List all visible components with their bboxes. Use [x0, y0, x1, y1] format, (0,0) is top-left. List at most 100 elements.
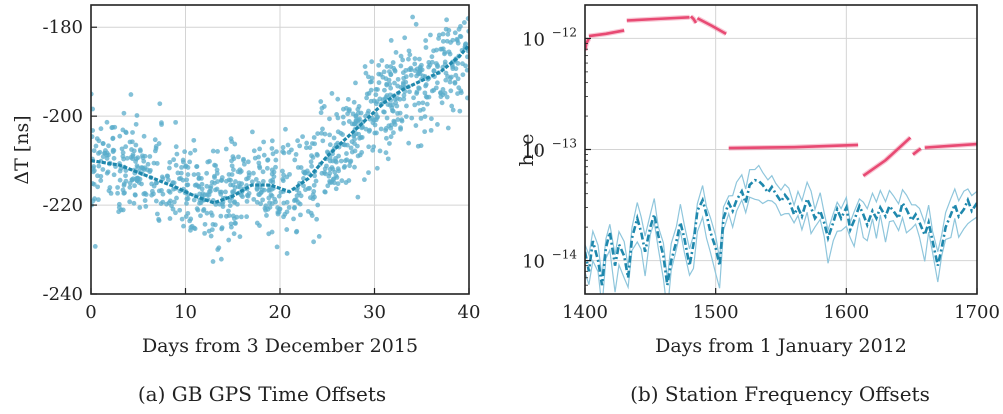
panel-a-scatter-point: [412, 102, 418, 108]
panel-b-low-upper-bound: [585, 164, 977, 279]
panel-a-scatter-point: [390, 108, 395, 114]
panel-a-scatter-point: [375, 114, 381, 120]
panel-a-scatter-point: [373, 92, 379, 98]
panel-a-scatter-point: [157, 101, 163, 107]
panel-a-scatter-point: [431, 87, 437, 93]
panel-a-scatter-point: [440, 38, 446, 44]
panel-a-scatter-point: [130, 156, 135, 162]
panel-a-scatter-point: [399, 118, 405, 124]
panel-a-scatter-point: [202, 221, 208, 227]
panel-a-scatter-point: [208, 233, 214, 239]
panel-a-scatter-point: [455, 76, 461, 82]
panel-a-scatter-point: [348, 158, 354, 164]
panel-a-scatter-point: [219, 178, 224, 183]
panel-a-scatter-point: [378, 126, 384, 132]
panel-a-scatter-point: [179, 216, 185, 222]
panel-a-scatter-point: [141, 158, 147, 164]
panel-a-scatter-point: [340, 114, 346, 120]
panel-a-scatter-point: [133, 142, 139, 148]
panel-a-scatter-point: [444, 94, 450, 100]
panel-a-scatter-point: [356, 104, 362, 109]
panel-a-scatter-point: [465, 16, 469, 21]
panel-a-scatter-point: [333, 186, 339, 192]
panel-a-y-ticks: -240 -220 -200 -180: [43, 17, 97, 305]
panel-a-scatter-point: [237, 234, 243, 240]
panel-a-scatter-point: [413, 21, 419, 27]
panel-a-scatter-point: [276, 193, 282, 199]
panel-a-scatter-point: [342, 142, 348, 148]
panel-a-scatter-point: [263, 203, 269, 209]
panel-a-scatter-point: [132, 192, 138, 198]
panel-a-scatter-point: [382, 87, 387, 93]
panel-a-scatter-point: [269, 171, 275, 177]
panel-a-scatter-point: [127, 199, 133, 205]
panel-a-scatter-point: [296, 200, 301, 205]
panel-a-scatter-point: [314, 216, 320, 222]
panel-a-scatter-point: [95, 173, 100, 179]
panel-a-scatter-point: [340, 132, 345, 137]
panel-a-scatter-point: [321, 104, 327, 109]
panel-a-scatter-point: [413, 123, 419, 128]
panel-a-y-tick-label: -220: [43, 195, 83, 216]
panel-a-scatter-point: [193, 182, 199, 188]
panel-a-scatter-point: [184, 201, 189, 206]
panel-a-scatter-point: [350, 111, 356, 117]
panel-a-scatter-point: [303, 145, 309, 151]
panel-a-scatter-point: [281, 214, 286, 220]
panel-a-scatter-point: [153, 198, 159, 204]
panel-a-scatter-point: [92, 196, 97, 202]
panel-a-scatter-point: [406, 67, 412, 73]
panel-a-scatter-point: [333, 158, 338, 164]
panel-a-scatter-point: [254, 220, 260, 226]
panel-a-scatter-point: [420, 73, 426, 79]
panel-a-scatter-point: [94, 136, 100, 141]
panel-a-scatter-point: [378, 72, 384, 77]
panel-a-scatter-point: [366, 108, 371, 114]
panel-a-scatter-point: [91, 128, 96, 133]
panel-a-scatter-point: [393, 50, 399, 55]
panel-a-scatter-point: [91, 134, 95, 140]
panel-a-scatter-point: [444, 38, 450, 44]
panel-a-scatter-point: [246, 191, 252, 196]
panel-a-scatter-point: [301, 176, 306, 181]
panel-a-scatter-point: [260, 197, 266, 203]
panel-a-scatter-point: [452, 80, 458, 86]
panel-a-scatter-point: [361, 177, 367, 183]
panel-a-scatter-point: [269, 193, 275, 199]
panel-a-scatter-point: [448, 88, 454, 94]
panel-a-scatter-point: [241, 158, 246, 163]
panel-a-scatter-point: [265, 157, 271, 163]
panel-a-scatter-point: [133, 176, 139, 182]
panel-a-scatter-point: [174, 151, 180, 157]
panel-a-scatter-point: [450, 64, 455, 69]
panel-a-scatter-point: [245, 159, 251, 165]
panel-a-scatter-point: [343, 180, 349, 185]
panel-a-scatter-point: [381, 69, 387, 75]
panel-a-scatter-point: [398, 63, 404, 69]
panel-a-scatter-point: [344, 151, 349, 156]
panel-a-scatter-point: [121, 110, 127, 116]
panel-a-scatter-point: [436, 36, 441, 41]
panel-a-scatter-point: [435, 122, 440, 127]
panel-a-scatter-point: [174, 195, 179, 201]
panel-a-scatter-point: [185, 172, 191, 177]
panel-b: 1400 1500 1600 1700 10 −14 10 −13 10 −12 Days fr…: [516, 4, 1000, 406]
panel-a-x-ticks: 0 10 20 30 40: [85, 288, 480, 323]
panel-a-scatter-point: [257, 164, 262, 169]
panel-a-scatter-point: [438, 0, 443, 4]
panel-a-scatter-point: [129, 139, 135, 145]
panel-a-scatter-point: [416, 86, 422, 91]
panel-a-scatter-point: [311, 135, 317, 140]
panel-a-scatter-point: [191, 172, 197, 177]
panel-a-scatter-point: [106, 143, 111, 149]
panel-a-scatter-point: [106, 188, 112, 194]
panel-a-scatter-point: [383, 76, 389, 82]
panel-a-scatter-point: [374, 165, 380, 171]
panel-a-y-axis-label: ΔT [ns]: [11, 115, 33, 184]
panel-a-scatter-point: [315, 152, 320, 158]
panel-a-scatter-point: [274, 149, 279, 155]
panel-a-scatter-point: [131, 200, 137, 206]
panel-a-scatter-point: [406, 140, 412, 146]
panel-a-scatter-point: [414, 73, 419, 79]
panel-a-scatter-point: [241, 161, 247, 167]
